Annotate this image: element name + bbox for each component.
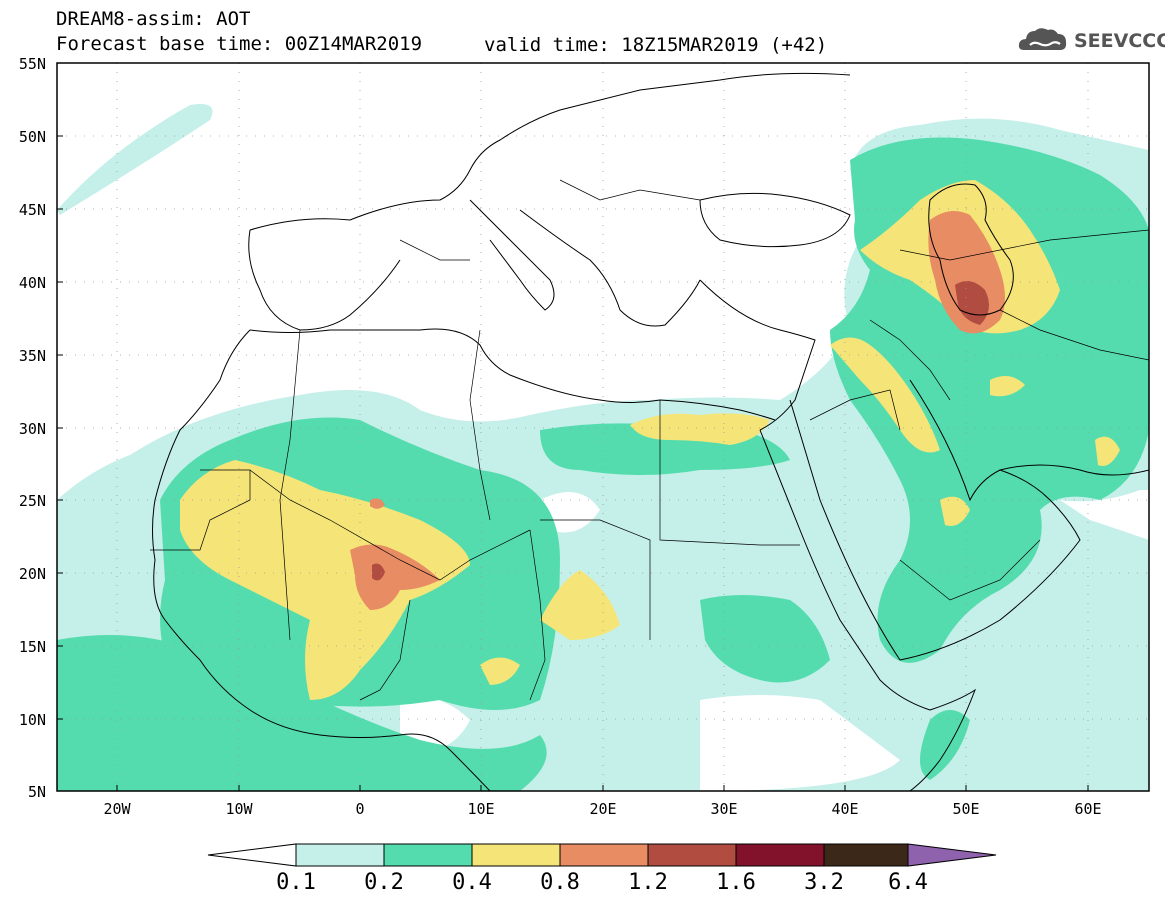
forecast-base-time: Forecast base time: 00Z14MAR2019 (56, 33, 423, 55)
gridlines (57, 63, 1149, 791)
valid-time: valid time: 18Z15MAR2019 (+42) (484, 34, 828, 56)
lon-label: 60E (1074, 800, 1102, 818)
colorbar-label: 1.6 (716, 870, 756, 895)
colorbar-label: 0.1 (276, 870, 316, 895)
colorbar-label: 0.4 (452, 870, 492, 895)
lon-label: 40E (831, 800, 859, 818)
lat-label: 45N (18, 201, 46, 219)
cloud-icon (1018, 28, 1067, 50)
lat-label: 15N (18, 638, 46, 656)
colorbar-box (383, 843, 473, 867)
colorbar-label: 0.2 (364, 870, 404, 895)
colorbar-box (823, 843, 909, 867)
colorbar-label: 1.2 (628, 870, 668, 895)
lon-label: 10E (467, 800, 495, 818)
lat-label: 55N (18, 55, 46, 73)
logo-text: SEEVCCC (1074, 30, 1165, 52)
colorbar (207, 843, 997, 867)
lat-label: 35N (18, 347, 46, 365)
map-title: DREAM8-assim: AOT (56, 8, 251, 30)
lat-label: 50N (18, 128, 46, 146)
colorbar-box (471, 843, 561, 867)
lon-label: 30E (710, 800, 738, 818)
colorbar-label: 0.8 (540, 870, 580, 895)
aot-band-0.4 (180, 180, 1120, 700)
colorbar-box (295, 843, 385, 867)
lon-label: 20W (103, 800, 131, 818)
lon-label: 10W (225, 800, 253, 818)
lat-label: 5N (27, 783, 46, 801)
country-borders (150, 179, 1149, 701)
lat-label: 25N (18, 492, 46, 510)
lon-label: 20E (589, 800, 617, 818)
lat-label: 10N (18, 711, 46, 729)
lat-label: 20N (18, 565, 46, 583)
colorbar-label: 6.4 (888, 870, 928, 895)
lon-label: 0 (355, 800, 365, 818)
colorbar-under-arrow (207, 843, 297, 867)
aot-band-1.2 (372, 281, 989, 581)
colorbar-over-arrow (907, 843, 997, 867)
aot-field (57, 63, 1149, 791)
lat-label: 40N (18, 274, 46, 292)
colorbar-box (559, 843, 649, 867)
colorbar-label: 3.2 (804, 870, 844, 895)
colorbar-box (647, 843, 737, 867)
tick-marks (57, 135, 1089, 791)
lat-label: 30N (18, 420, 46, 438)
coastlines (152, 72, 1149, 791)
lon-label: 50E (952, 800, 980, 818)
colorbar-box (735, 843, 825, 867)
